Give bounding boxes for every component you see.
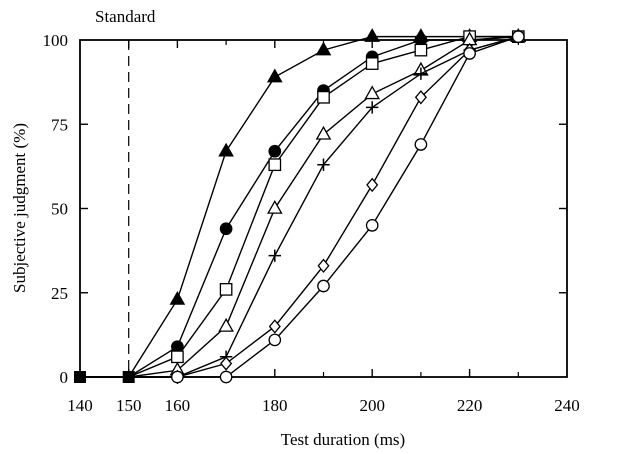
series-line <box>80 35 519 378</box>
x-tick-label: 180 <box>262 396 288 415</box>
y-tick-label: 0 <box>60 368 69 387</box>
data-point-open-square <box>219 283 233 296</box>
data-point-plus <box>366 101 379 114</box>
series-plus <box>80 30 525 384</box>
y-tick-label: 75 <box>51 115 68 134</box>
standard-group: Standard <box>95 7 156 377</box>
data-point-baseline <box>122 371 135 383</box>
data-point-open-diamond <box>220 356 233 371</box>
x-tick-label: 200 <box>359 396 385 415</box>
data-point-open-square <box>268 158 282 172</box>
data-point-open-circle <box>463 47 476 60</box>
tick-labels: 140 150 160 180 200 220 240 0 25 50 75 100 <box>43 31 580 415</box>
data-point-open-circle <box>414 138 428 151</box>
series-filled-circle <box>80 30 525 378</box>
y-tick-label: 50 <box>51 200 68 219</box>
data-point-plus <box>317 158 330 171</box>
x-tick-label: 240 <box>554 396 580 415</box>
data-point-filled-triangle <box>218 142 234 157</box>
data-point-open-diamond <box>366 177 379 193</box>
series-open-diamond <box>80 29 525 385</box>
data-point-open-circle <box>219 370 233 384</box>
data-point-plus <box>268 249 281 262</box>
data-point-open-diamond <box>414 90 427 105</box>
series-group <box>74 28 527 385</box>
data-point-open-triangle <box>218 317 234 332</box>
data-point-open-triangle <box>364 85 381 100</box>
series-line <box>80 35 519 378</box>
data-point-filled-triangle <box>169 290 186 305</box>
y-tick-label: 25 <box>51 284 68 303</box>
data-point-open-square <box>317 90 330 104</box>
data-point-filled-triangle <box>364 28 381 42</box>
series-line <box>80 35 519 378</box>
series-line <box>80 35 519 378</box>
data-point-plus <box>414 67 428 80</box>
y-tick-label: 100 <box>43 31 69 50</box>
data-point-open-diamond <box>268 319 281 334</box>
x-tick-label: 150 <box>116 396 142 415</box>
x-tick-label: 140 <box>67 396 93 415</box>
data-point-filled-triangle <box>315 41 332 56</box>
data-point-open-circle <box>365 219 379 232</box>
y-axis-label: Subjective judgment (%) <box>10 123 29 293</box>
series-line <box>80 35 519 378</box>
data-point-filled-triangle <box>266 68 283 83</box>
data-point-open-triangle <box>266 199 283 214</box>
data-point-open-square <box>414 43 428 57</box>
x-axis-label: Test duration (ms) <box>281 430 405 449</box>
data-point-open-square <box>171 350 184 364</box>
data-point-open-circle <box>268 333 282 347</box>
x-tick-label: 220 <box>457 396 483 415</box>
standard-annotation: Standard <box>95 7 156 26</box>
data-point-filled-circle <box>219 222 233 236</box>
data-point-open-diamond <box>317 258 330 274</box>
data-point-filled-circle <box>268 144 282 158</box>
data-point-open-triangle <box>315 125 332 140</box>
x-tick-label: 160 <box>165 396 191 415</box>
series-line <box>80 35 519 378</box>
data-point-baseline <box>74 371 86 383</box>
data-point-open-circle <box>171 370 184 384</box>
series-line <box>80 35 519 378</box>
data-point-open-circle <box>511 30 525 43</box>
data-point-open-square <box>365 57 379 70</box>
series-open-circle <box>74 30 525 384</box>
data-point-open-circle <box>317 279 330 293</box>
